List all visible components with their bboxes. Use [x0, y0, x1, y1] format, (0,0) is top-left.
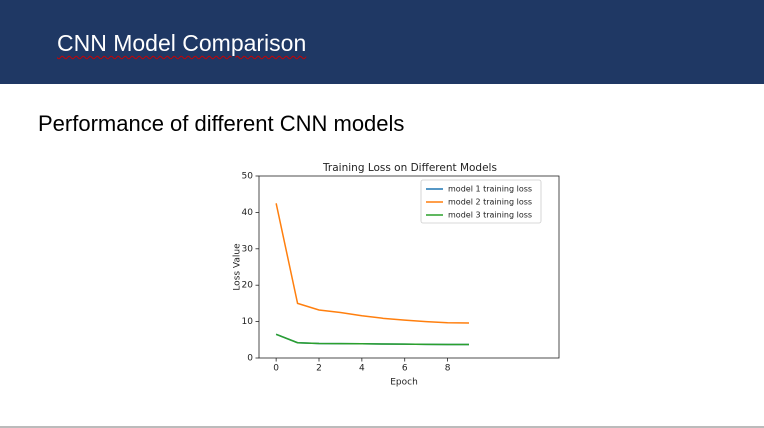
x-axis-label: Epoch: [390, 378, 418, 388]
legend-box: [420, 179, 542, 224]
x-tick-label: 0: [273, 364, 279, 374]
x-tick-label: 6: [402, 364, 408, 374]
legend-label: model 3 training loss: [448, 211, 532, 220]
legend-label: model 2 training loss: [448, 198, 532, 207]
legend-label: model 1 training loss: [448, 185, 532, 194]
y-tick-label: 40: [242, 208, 254, 218]
slide-subtitle: Performance of different CNN models: [38, 111, 405, 136]
y-axis-label: Loss Value: [233, 243, 243, 291]
header-bar: [0, 0, 764, 84]
chart-title: Training Loss on Different Models: [322, 162, 497, 174]
y-tick-label: 10: [242, 317, 254, 327]
y-tick-label: 50: [242, 172, 254, 182]
series-line: [275, 333, 469, 346]
footer-line: [0, 426, 764, 428]
x-tick-label: 2: [316, 364, 322, 374]
plot-frame: [258, 175, 560, 359]
y-tick-label: 0: [247, 354, 253, 364]
slide-title: CNN Model Comparison: [57, 30, 307, 56]
x-tick-label: 4: [359, 364, 365, 374]
y-tick-label: 20: [242, 281, 254, 291]
x-tick-label: 8: [445, 364, 451, 374]
y-tick-label: 30: [242, 244, 254, 254]
series-line: [275, 203, 470, 324]
